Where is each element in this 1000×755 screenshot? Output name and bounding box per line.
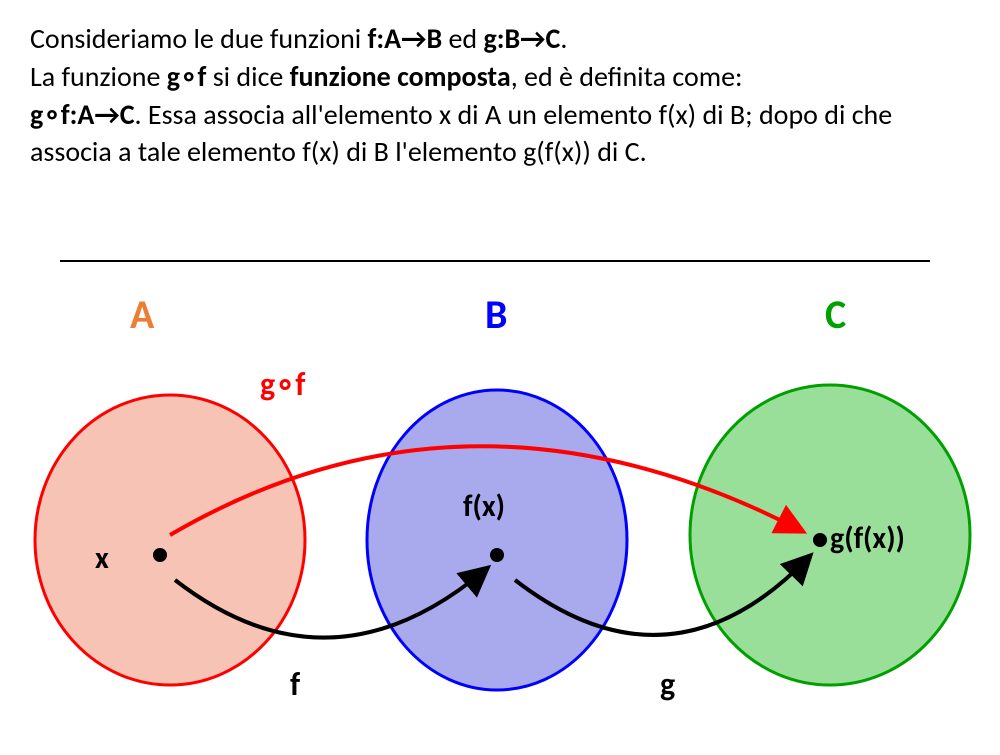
txt: , ed è definita come: bbox=[511, 59, 743, 94]
label-point-gfx: g(f(x)) bbox=[830, 520, 905, 557]
label-point-fx: f(x) bbox=[463, 488, 505, 525]
gof: g∘f bbox=[167, 59, 207, 94]
funzione-composta: funzione composta bbox=[290, 59, 511, 94]
label-arrow-f: f bbox=[290, 665, 300, 704]
composition-diagram: A B C g∘f f g x f(x) g(f(x)) bbox=[0, 280, 1000, 750]
txt: . bbox=[560, 21, 567, 56]
label-set-C: C bbox=[825, 290, 846, 339]
f-AB: f:A→B bbox=[368, 21, 443, 56]
label-arrow-g: g bbox=[660, 665, 675, 704]
label-set-A: A bbox=[130, 290, 154, 339]
label-point-x: x bbox=[95, 540, 109, 577]
label-arrow-gof: g∘f bbox=[260, 365, 305, 404]
point-x bbox=[153, 548, 167, 562]
point-fx bbox=[490, 548, 504, 562]
txt: . Essa associa all'elemento x di A un el… bbox=[30, 97, 892, 170]
gof-AC: g∘f:A→C bbox=[30, 97, 135, 132]
label-set-B: B bbox=[485, 290, 507, 339]
divider-line bbox=[60, 260, 930, 262]
set-B-ellipse bbox=[367, 390, 627, 690]
set-A-ellipse bbox=[35, 395, 305, 685]
description-text: Consideriamo le due funzioni f:A→B ed g:… bbox=[30, 20, 970, 171]
txt: Consideriamo le due funzioni bbox=[30, 21, 368, 56]
point-gfx bbox=[813, 533, 827, 547]
txt: La funzione bbox=[30, 59, 167, 94]
txt: si dice bbox=[206, 59, 289, 94]
g-BC: g:B→C bbox=[483, 21, 560, 56]
txt: ed bbox=[442, 21, 483, 56]
